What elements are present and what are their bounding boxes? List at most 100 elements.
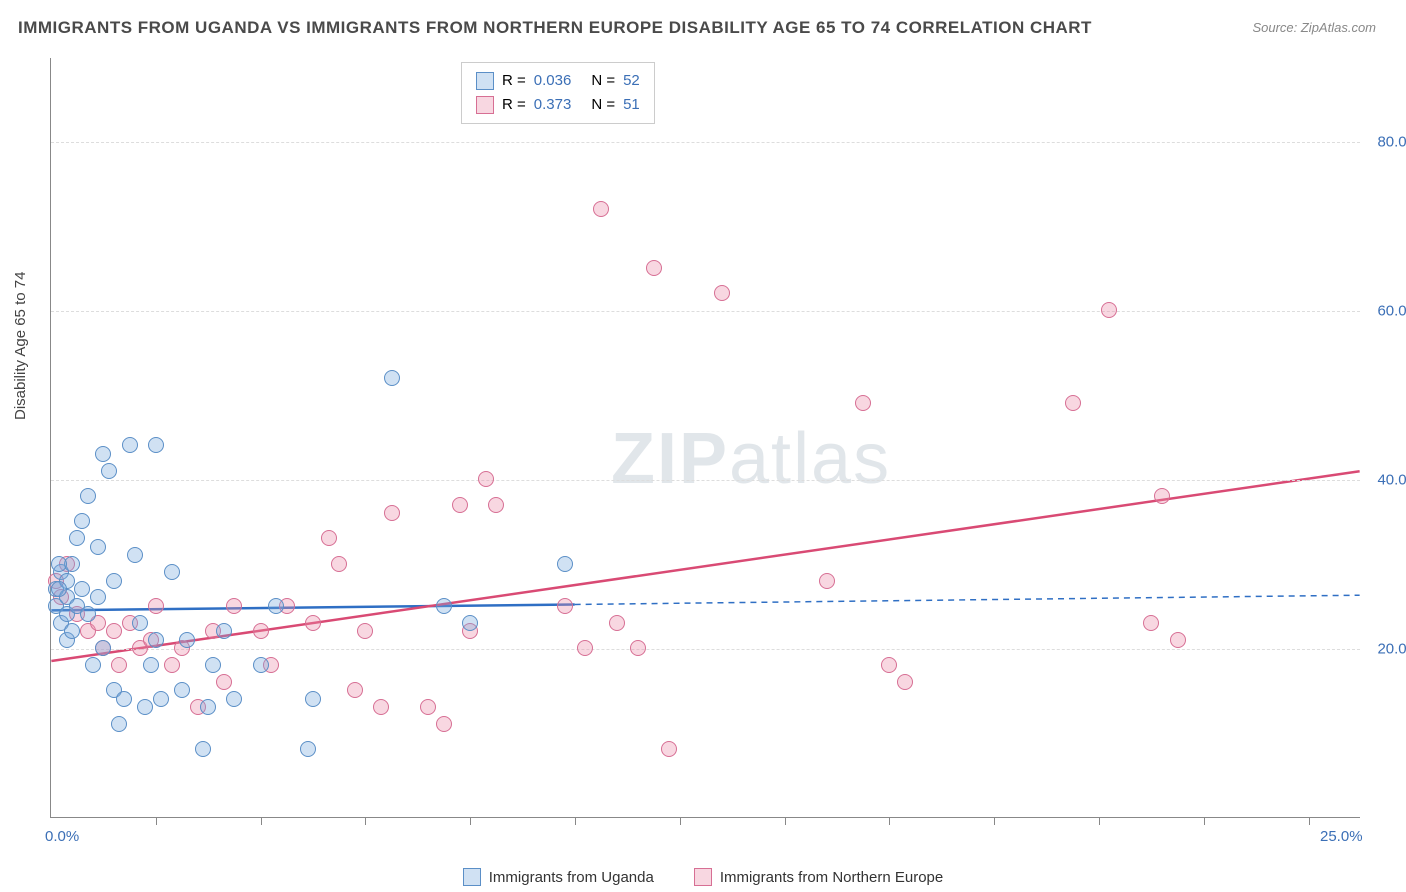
n-value-a: 52 xyxy=(623,69,640,93)
scatter-point-a xyxy=(106,573,122,589)
scatter-point-a xyxy=(148,437,164,453)
scatter-point-b xyxy=(331,556,347,572)
x-tick-mark xyxy=(1309,817,1310,825)
chart-title: IMMIGRANTS FROM UGANDA VS IMMIGRANTS FRO… xyxy=(18,18,1092,38)
r-label-b: R = xyxy=(502,93,526,117)
n-label-a: N = xyxy=(591,69,615,93)
x-tick-mark xyxy=(1204,817,1205,825)
scatter-point-b xyxy=(488,497,504,513)
gridline-h xyxy=(51,480,1360,481)
scatter-point-b xyxy=(593,201,609,217)
legend-label-b: Immigrants from Northern Europe xyxy=(720,869,943,886)
scatter-point-a xyxy=(64,623,80,639)
x-tick-mark xyxy=(994,817,995,825)
scatter-point-b xyxy=(855,395,871,411)
scatter-point-a xyxy=(268,598,284,614)
legend-label-a: Immigrants from Uganda xyxy=(489,869,654,886)
x-tick-mark xyxy=(470,817,471,825)
n-label-b: N = xyxy=(591,93,615,117)
scatter-point-b xyxy=(819,573,835,589)
scatter-point-b xyxy=(1154,488,1170,504)
scatter-point-b xyxy=(216,674,232,690)
scatter-point-b xyxy=(106,623,122,639)
scatter-point-a xyxy=(80,488,96,504)
scatter-point-b xyxy=(1143,615,1159,631)
y-tick-label: 40.0% xyxy=(1377,472,1406,489)
legend-item-a: Immigrants from Uganda xyxy=(463,868,654,886)
legend-swatch-a-icon xyxy=(463,868,481,886)
scatter-point-b xyxy=(436,716,452,732)
watermark: ZIPatlas xyxy=(611,418,891,500)
scatter-point-b xyxy=(557,598,573,614)
scatter-point-b xyxy=(646,260,662,276)
x-tick-label: 0.0% xyxy=(45,828,79,845)
scatter-point-a xyxy=(205,657,221,673)
scatter-point-b xyxy=(347,682,363,698)
x-tick-mark xyxy=(680,817,681,825)
y-tick-label: 60.0% xyxy=(1377,303,1406,320)
scatter-point-b xyxy=(111,657,127,673)
y-tick-label: 20.0% xyxy=(1377,641,1406,658)
regression-lines-svg xyxy=(51,58,1360,817)
scatter-point-a xyxy=(153,691,169,707)
scatter-point-a xyxy=(300,741,316,757)
scatter-point-a xyxy=(90,539,106,555)
chart-container: IMMIGRANTS FROM UGANDA VS IMMIGRANTS FRO… xyxy=(0,0,1406,892)
watermark-bold: ZIP xyxy=(611,419,729,499)
scatter-point-a xyxy=(148,632,164,648)
legend-stats-row-b: R = 0.373 N = 51 xyxy=(476,93,640,117)
y-axis-label: Disability Age 65 to 74 xyxy=(12,272,29,420)
source-attribution: Source: ZipAtlas.com xyxy=(1252,20,1376,35)
scatter-point-a xyxy=(116,691,132,707)
scatter-point-b xyxy=(577,640,593,656)
scatter-point-a xyxy=(174,682,190,698)
scatter-point-a xyxy=(436,598,452,614)
scatter-point-a xyxy=(137,699,153,715)
scatter-point-a xyxy=(95,640,111,656)
scatter-point-a xyxy=(462,615,478,631)
scatter-point-a xyxy=(132,615,148,631)
n-value-b: 51 xyxy=(623,93,640,117)
legend-swatch-b xyxy=(476,96,494,114)
scatter-point-a xyxy=(85,657,101,673)
scatter-point-a xyxy=(122,437,138,453)
scatter-point-b xyxy=(661,741,677,757)
gridline-h xyxy=(51,311,1360,312)
plot-area: ZIPatlas R = 0.036 N = 52 R = 0.373 N = … xyxy=(50,58,1360,818)
scatter-point-b xyxy=(478,471,494,487)
legend-stats-row-a: R = 0.036 N = 52 xyxy=(476,69,640,93)
scatter-point-a xyxy=(51,556,67,572)
scatter-point-b xyxy=(226,598,242,614)
x-tick-mark xyxy=(365,817,366,825)
scatter-point-a xyxy=(95,446,111,462)
scatter-point-b xyxy=(630,640,646,656)
scatter-point-a xyxy=(51,581,67,597)
legend-series: Immigrants from Uganda Immigrants from N… xyxy=(0,868,1406,886)
scatter-point-a xyxy=(216,623,232,639)
scatter-point-a xyxy=(74,581,90,597)
scatter-point-b xyxy=(1065,395,1081,411)
legend-item-b: Immigrants from Northern Europe xyxy=(694,868,943,886)
scatter-point-b xyxy=(384,505,400,521)
legend-stats: R = 0.036 N = 52 R = 0.373 N = 51 xyxy=(461,62,655,124)
scatter-point-b xyxy=(164,657,180,673)
scatter-point-b xyxy=(1101,302,1117,318)
x-tick-mark xyxy=(261,817,262,825)
legend-swatch-a xyxy=(476,72,494,90)
scatter-point-a xyxy=(101,463,117,479)
scatter-point-b xyxy=(420,699,436,715)
x-tick-mark xyxy=(889,817,890,825)
watermark-rest: atlas xyxy=(729,419,891,499)
x-tick-mark xyxy=(575,817,576,825)
scatter-point-b xyxy=(305,615,321,631)
scatter-point-a xyxy=(200,699,216,715)
x-tick-mark xyxy=(1099,817,1100,825)
scatter-point-b xyxy=(253,623,269,639)
scatter-point-b xyxy=(373,699,389,715)
scatter-point-a xyxy=(111,716,127,732)
scatter-point-b xyxy=(452,497,468,513)
scatter-point-a xyxy=(69,530,85,546)
scatter-point-a xyxy=(80,606,96,622)
r-value-a: 0.036 xyxy=(534,69,572,93)
scatter-point-b xyxy=(897,674,913,690)
